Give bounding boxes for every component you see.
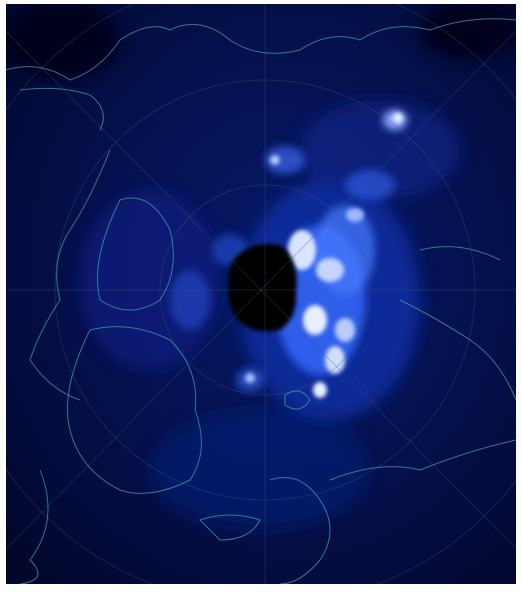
coastline xyxy=(19,469,49,584)
island-coast xyxy=(199,514,261,541)
cloud xyxy=(265,146,305,174)
glow xyxy=(150,410,370,530)
coastline xyxy=(6,18,516,81)
cloud xyxy=(315,205,375,295)
meridian xyxy=(6,30,516,550)
coastline xyxy=(399,299,516,401)
dark-patch xyxy=(420,4,516,60)
glow xyxy=(300,100,460,200)
meridian xyxy=(6,30,516,550)
coastline xyxy=(419,246,501,261)
coastlines xyxy=(6,18,516,584)
coastline xyxy=(97,197,174,311)
cloud xyxy=(313,382,327,398)
cloud xyxy=(345,170,395,200)
cloud xyxy=(316,258,344,282)
scandinavia-coast xyxy=(269,477,331,584)
cloud xyxy=(346,208,364,222)
coastline xyxy=(329,439,516,481)
cloud xyxy=(270,155,280,165)
cloud xyxy=(170,270,210,330)
cloud xyxy=(393,113,403,123)
greenland-coast xyxy=(67,326,202,494)
bright-clouds xyxy=(245,113,403,398)
cloud xyxy=(335,318,355,342)
coastline xyxy=(19,87,104,131)
latitude-circle xyxy=(159,184,371,396)
latitude-circle xyxy=(54,79,476,501)
cloud xyxy=(245,373,255,383)
cloud xyxy=(325,346,345,374)
island-coast xyxy=(284,390,311,410)
cloud xyxy=(288,230,316,270)
coastline xyxy=(29,149,111,401)
polar-data-gap xyxy=(227,244,297,332)
cloud xyxy=(303,305,327,335)
dark-patch xyxy=(6,4,120,80)
